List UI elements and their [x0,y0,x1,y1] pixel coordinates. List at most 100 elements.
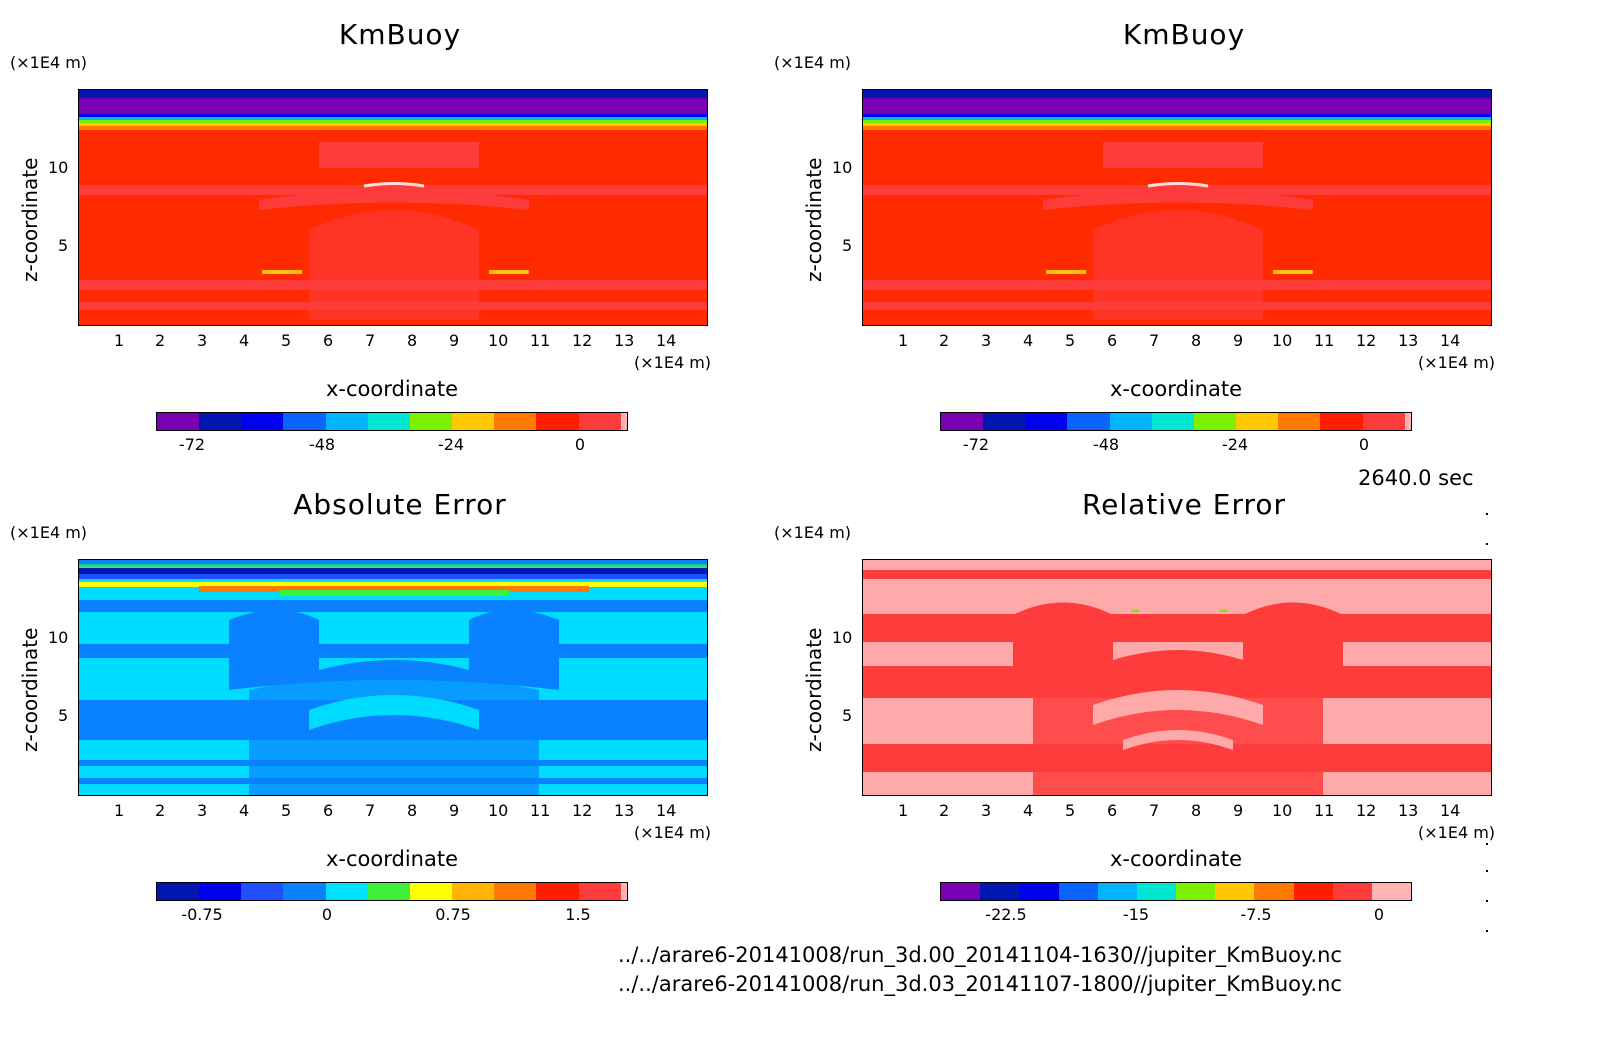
heatmap-field [863,90,1491,325]
x-tick: 14 [656,801,677,820]
x-tick: 6 [1107,801,1118,820]
x-tick: 5 [281,331,292,350]
x-tick: 9 [1233,331,1244,350]
colorbar-tick: -22.5 [985,905,1027,924]
x-tick: 2 [155,331,166,350]
y-tick: 10 [48,628,69,647]
x-tick: 7 [1149,331,1160,350]
y-unit-label: (×1E4 m) [774,53,852,72]
x-tick: 2 [155,801,166,820]
x-axis-label: x-coordinate [325,847,458,871]
colorbar-tick: -15 [1122,905,1150,924]
colorbar-tick: -48 [308,435,336,454]
x-tick: 5 [1065,801,1076,820]
x-tick: 7 [365,801,376,820]
y-unit-label: (×1E4 m) [774,523,852,542]
x-tick: 11 [530,801,551,820]
colorbar [940,412,1412,431]
dot-marker [1486,843,1488,845]
x-axis-label: x-coordinate [1109,847,1242,871]
colorbar-tick: -72 [178,435,206,454]
panel-title: Absolute Error [293,488,507,521]
x-tick: 4 [239,801,250,820]
x-tick: 7 [1149,801,1160,820]
panel-kmbuoy-left: KmBuoy (×1E4 m) z-coordinate 10 5 1 2 3 [0,0,800,490]
y-axis-label: z-coordinate [18,157,42,282]
x-tick: 6 [1107,331,1118,350]
colorbar [156,412,628,431]
dot-marker [1486,513,1488,515]
colorbar-tick: 1.5 [565,905,591,924]
x-tick: 1 [898,801,909,820]
x-tick: 12 [572,331,593,350]
x-tick: 2 [939,801,950,820]
x-tick: 14 [1440,801,1461,820]
x-tick: 5 [1065,331,1076,350]
x-tick: 10 [488,331,509,350]
x-tick: 8 [1191,801,1202,820]
x-tick: 6 [323,801,334,820]
y-tick: 5 [58,236,69,255]
x-tick: 9 [449,801,460,820]
x-tick: 12 [1356,331,1377,350]
plot-area [862,89,1492,326]
x-tick: 10 [488,801,509,820]
x-tick: 13 [614,331,635,350]
x-tick: 9 [449,331,460,350]
x-tick: 1 [114,801,125,820]
x-tick: 3 [981,801,992,820]
time-label: 2640.0 sec [1358,466,1474,490]
x-tick: 12 [1356,801,1377,820]
x-tick: 9 [1233,801,1244,820]
x-tick: 10 [1272,331,1293,350]
x-unit-label: (×1E4 m) [634,353,712,372]
x-tick: 1 [114,331,125,350]
panel-relative-error: Relative Error (×1E4 m) z-coordinate 10 … [774,470,1584,960]
colorbar-tick: -7.5 [1240,905,1272,924]
x-tick: 11 [1314,331,1335,350]
y-tick: 10 [832,628,853,647]
x-tick: 3 [981,331,992,350]
y-unit-label: (×1E4 m) [10,53,88,72]
colorbar-tick: -24 [437,435,465,454]
colorbar [940,882,1412,901]
y-axis-label: z-coordinate [18,627,42,752]
x-tick: 11 [1314,801,1335,820]
colorbar-tick: -48 [1092,435,1120,454]
x-tick: 12 [572,801,593,820]
x-unit-label: (×1E4 m) [634,823,712,842]
y-unit-label: (×1E4 m) [10,523,88,542]
plot-area [862,559,1492,796]
heatmap-field [79,90,707,325]
y-tick: 5 [58,706,69,725]
x-tick: 7 [365,331,376,350]
panel-title: KmBuoy [338,18,462,51]
y-tick: 5 [842,706,853,725]
x-unit-label: (×1E4 m) [1418,823,1496,842]
dot-marker [1486,900,1488,902]
x-tick: 6 [323,331,334,350]
x-tick: 13 [1398,801,1419,820]
colorbar-tick: 0 [321,905,333,924]
dot-marker [1486,870,1488,872]
x-tick: 1 [898,331,909,350]
x-tick: 10 [1272,801,1293,820]
colorbar-tick: -24 [1221,435,1249,454]
x-tick: 8 [1191,331,1202,350]
colorbar-tick: -72 [962,435,990,454]
x-unit-label: (×1E4 m) [1418,353,1496,372]
x-tick: 4 [1023,801,1034,820]
colorbar-tick: 0 [574,435,586,454]
x-tick: 8 [407,331,418,350]
y-tick: 5 [842,236,853,255]
x-tick: 4 [239,331,250,350]
colorbar-tick: -0.75 [181,905,223,924]
x-tick: 2 [939,331,950,350]
source-path-2: ../../arare6-20141008/run_3d.03_20141107… [618,972,1342,996]
heatmap-field [863,560,1491,795]
heatmap-field [79,560,707,795]
plot-area [78,559,708,796]
y-tick: 10 [48,158,69,177]
colorbar-tick: 0.75 [435,905,471,924]
x-tick: 3 [197,331,208,350]
